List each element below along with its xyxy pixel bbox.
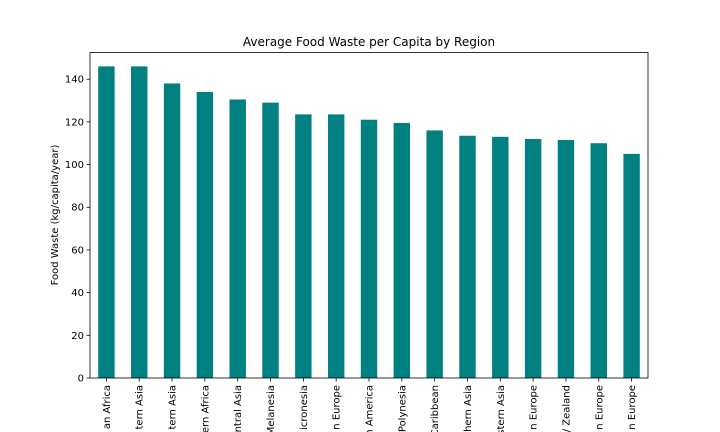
chart-title: Average Food Waste per Capita by Region [243, 35, 495, 49]
bar [426, 130, 443, 378]
y-tick-label: 0 [78, 374, 84, 385]
bar [327, 114, 345, 378]
x-tick-label: icronesia [299, 385, 310, 430]
bar [295, 114, 312, 378]
y-axis-label: Food Waste (kg/capita/year) [50, 145, 61, 286]
x-tick-label: thern Asia [463, 385, 474, 432]
bars-group [98, 66, 640, 379]
x-tick-label: n America [365, 385, 376, 432]
x-tick-label: tern Asia [135, 385, 146, 429]
y-axis: 0 20 40 60 80 100 120 140 [65, 75, 90, 385]
bar [623, 153, 640, 378]
x-tick-label: / Zealand [561, 385, 572, 432]
x-tick-label: ern Africa [200, 385, 211, 432]
bar [262, 102, 279, 378]
y-tick-label: 20 [71, 331, 84, 342]
y-tick-label: 140 [65, 75, 84, 86]
bar [590, 143, 607, 378]
y-tick-label: 40 [71, 288, 84, 299]
bar [98, 66, 115, 378]
x-tick-label: ntral Asia [233, 385, 244, 432]
x-tick-label: Polynesia [397, 385, 408, 432]
x-tick-label: Melanesia [266, 385, 277, 432]
bar [459, 135, 476, 378]
bar [524, 138, 542, 378]
bar [557, 140, 575, 378]
x-axis: an Africa tern Asia tern Asia ern Africa ntr… [102, 378, 638, 432]
bar [163, 83, 181, 378]
x-tick-label: tern Asia [168, 385, 179, 429]
bar [360, 119, 378, 378]
y-tick-label: 80 [71, 203, 84, 214]
x-tick-label: stern Asia [496, 385, 507, 432]
bar [229, 99, 246, 379]
x-tick-label: Caribbean [430, 385, 441, 432]
x-tick-label: n Europe [332, 385, 343, 430]
y-tick-label: 120 [65, 117, 84, 128]
bar [196, 91, 214, 379]
bar [492, 136, 509, 378]
plot-frame [89, 52, 649, 379]
x-tick-label: n Europe [594, 385, 605, 430]
x-tick-label: n Europe [529, 385, 540, 430]
x-tick-label: n Europe [627, 385, 638, 430]
y-tick-label: 60 [71, 245, 84, 256]
bar [393, 122, 411, 378]
y-tick-label: 100 [65, 160, 84, 171]
bar [131, 66, 148, 378]
x-tick-label: an Africa [102, 385, 113, 429]
